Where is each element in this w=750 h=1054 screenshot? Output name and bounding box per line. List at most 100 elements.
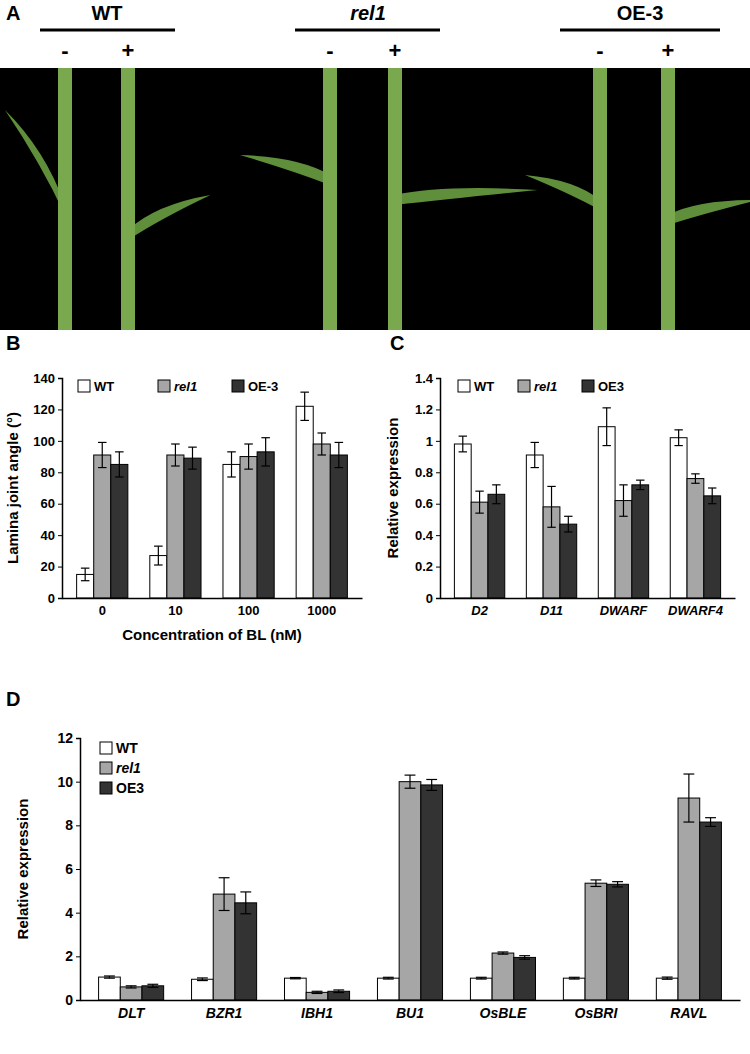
error-bar-line [383, 977, 394, 978]
error-bar-line [317, 432, 326, 433]
tick-label: 0 [48, 591, 55, 606]
treatment-label: - [326, 38, 333, 63]
tick: IBH1 [301, 1000, 333, 1021]
stem [323, 68, 337, 330]
bar [213, 894, 235, 1000]
error-bar-line [492, 503, 500, 504]
error-bar [602, 408, 610, 446]
tick-label: OsBLE [480, 1005, 527, 1021]
bar [235, 903, 257, 1000]
bar [377, 978, 399, 1000]
tick: DWARF4 [668, 598, 724, 618]
treatment-label: + [389, 38, 402, 63]
error-bar-line [300, 420, 309, 421]
bar [142, 986, 164, 1000]
bar [454, 444, 471, 598]
axis-line [58, 379, 63, 599]
error-bar-line [265, 438, 266, 466]
stem [121, 68, 135, 330]
tick: 1.4 [415, 371, 440, 386]
tick-label: 0.4 [415, 528, 434, 543]
panel-letter: B [6, 332, 20, 354]
bar [492, 953, 514, 1000]
error-bar-line [126, 987, 137, 988]
bar [111, 464, 128, 598]
error-bar-line [126, 985, 137, 986]
tick: 140 [33, 371, 62, 386]
bar [421, 785, 443, 1000]
error-bar-line [662, 979, 673, 980]
tick: 120 [33, 402, 62, 417]
tick-label: 0.2 [415, 559, 433, 574]
tick: 8 [65, 817, 80, 833]
tick: 100 [33, 434, 62, 449]
tick: 6 [65, 861, 80, 877]
tick: 0 [65, 992, 80, 1008]
error-bar [662, 977, 673, 979]
y-axis: 024681012 [57, 730, 80, 1008]
chart-panel: 024681012DLTBZR1IBH1BU1OsBLEOsBRIRAVLDRe… [6, 688, 741, 1021]
tick-mark [436, 472, 440, 473]
bar [223, 464, 240, 598]
tick: BU1 [396, 1000, 424, 1021]
error-bar [188, 447, 197, 469]
error-bar-line [426, 790, 437, 791]
bar [94, 455, 111, 598]
error-bar [475, 491, 483, 513]
error-bar [147, 984, 158, 987]
error-bar-line [564, 516, 572, 517]
tick-label: 2 [65, 948, 73, 964]
tick-label: 80 [41, 465, 55, 480]
error-bar-line [602, 407, 610, 408]
error-bar [590, 880, 601, 887]
error-bar-line [636, 489, 644, 490]
error-bar-line [475, 513, 483, 514]
legend: WTrel1OE-3 [78, 379, 278, 394]
error-bar-line [705, 817, 716, 818]
error-bar-line [171, 465, 180, 466]
error-bar-line [590, 886, 601, 887]
tick-label: 6 [65, 861, 73, 877]
error-bar [115, 452, 124, 477]
error-bar-line [612, 881, 623, 882]
error-bar [126, 986, 137, 988]
error-bar-line [431, 779, 432, 790]
error-bar-line [708, 503, 716, 504]
error-bar-line [568, 516, 569, 532]
panel-letter: A [6, 2, 20, 24]
group-label: rel1 [350, 2, 386, 24]
error-bar-line [569, 977, 580, 978]
tick-label: 120 [33, 402, 55, 417]
error-bar-line [612, 886, 623, 887]
tick-label: 0 [99, 603, 106, 618]
chart-panel: 00.20.40.60.811.21.4D2D11DWARFDWARF4CRel… [384, 332, 736, 618]
bar [120, 987, 142, 1000]
tick-label: 8 [65, 817, 73, 833]
legend-swatch [582, 380, 594, 392]
photo-background [0, 68, 750, 330]
tick: BZR1 [206, 1000, 243, 1021]
tick-mark [76, 825, 80, 826]
legend-swatch [232, 380, 244, 392]
error-bar-line [519, 955, 530, 956]
y-axis-title: Relative expression [384, 418, 401, 559]
tick: 2 [65, 948, 80, 964]
error-bar-line [312, 991, 323, 992]
legend-swatch [100, 742, 112, 754]
tick: 40 [41, 528, 62, 543]
tick-label: DWARF4 [668, 603, 724, 618]
error-bar [564, 516, 572, 532]
tick-label: 100 [33, 434, 55, 449]
error-bar [705, 818, 716, 827]
error-bar-line [534, 442, 535, 467]
tick: D2 [471, 598, 488, 618]
y-axis-title: Lamina joint angle (°) [4, 412, 21, 564]
legend-item: OE3 [582, 379, 624, 394]
bar [670, 438, 687, 598]
error-bar-line [496, 485, 497, 504]
leaf [128, 195, 211, 240]
error-bar-line [619, 484, 627, 485]
group-underline [295, 29, 440, 32]
bar [184, 458, 201, 598]
tick: 0 [48, 591, 62, 606]
